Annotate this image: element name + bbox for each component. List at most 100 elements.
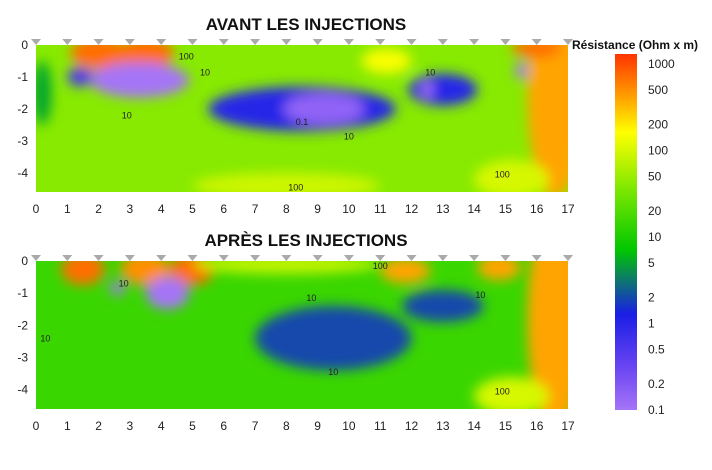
contour-label: 100 [288, 182, 303, 192]
x-tick-label: 9 [314, 202, 321, 216]
electrode-marker [343, 39, 354, 45]
anomaly-4 [109, 281, 126, 295]
electrode-marker [563, 39, 573, 45]
contour-label: 100 [495, 170, 510, 180]
electrode-marker [469, 255, 480, 261]
x-tick-label: 5 [189, 419, 196, 433]
heatmap-after [36, 261, 568, 409]
x-tick-label: 0 [33, 202, 40, 216]
colorbar-tick-label: 1000 [648, 57, 675, 71]
anomaly-10 [361, 48, 412, 74]
electrode-marker [375, 255, 386, 261]
y-axis-after: 0 -1 -2 -3 -4 [17, 254, 28, 397]
y-tick-label: -2 [17, 318, 28, 332]
anomaly-13 [192, 172, 381, 192]
panel-after-title: APRÈS LES INJECTIONS [204, 231, 407, 250]
y-tick-label: -3 [17, 134, 28, 148]
contour-label: 10 [475, 290, 485, 300]
y-tick-label: -3 [17, 351, 28, 365]
anomaly-8 [477, 261, 522, 281]
x-tick-label: 10 [342, 202, 356, 216]
electrode-marker [93, 255, 104, 261]
anomaly-3 [145, 277, 190, 310]
electrode-marker [406, 39, 417, 45]
electrode-marker [531, 255, 542, 261]
heatmap-before [36, 45, 568, 192]
electrode-marker [218, 255, 229, 261]
electrode-marker [437, 255, 448, 261]
electrode-marker [312, 255, 323, 261]
y-tick-label: 0 [21, 254, 28, 268]
x-tick-label: 15 [499, 202, 513, 216]
colorbar-tick-label: 0.5 [648, 343, 665, 357]
x-tick-label: 0 [33, 419, 40, 433]
anomaly-0 [70, 45, 127, 69]
x-tick-label: 16 [530, 419, 544, 433]
electrode-marker [531, 39, 542, 45]
anomaly-11 [527, 45, 568, 192]
contour-label: 10 [344, 131, 354, 141]
anomaly-2 [89, 62, 190, 98]
x-tick-label: 11 [374, 202, 387, 216]
x-tick-label: 14 [467, 419, 481, 433]
colorbar-tick-label: 500 [648, 83, 668, 97]
x-tick-label: 6 [220, 419, 227, 433]
x-tick-label: 17 [561, 419, 575, 433]
x-tick-label: 8 [283, 202, 290, 216]
contour-label: 10 [425, 67, 435, 77]
electrode-marker [343, 255, 354, 261]
contour-label: 100 [179, 51, 194, 61]
x-tick-label: 4 [158, 419, 165, 433]
x-tick-label: 14 [467, 202, 481, 216]
anomaly-7 [408, 73, 478, 106]
electrode-marker [124, 39, 135, 45]
anomaly-4 [36, 60, 52, 125]
electrode-marker [563, 255, 573, 261]
colorbar-tick-label: 5 [648, 256, 655, 270]
x-tick-label: 13 [436, 419, 450, 433]
electrode-marker [281, 39, 292, 45]
electrode-marker [500, 39, 511, 45]
colorbar-tick-label: 100 [648, 143, 668, 157]
x-tick-label: 13 [436, 202, 450, 216]
colorbar-tick-label: 50 [648, 169, 662, 183]
colorbar-tick-label: 10 [648, 230, 662, 244]
anomaly-layer [61, 261, 568, 409]
electrode-marker [250, 39, 261, 45]
contour-label: 10 [122, 111, 132, 121]
electrode-marker [124, 255, 135, 261]
y-tick-label: -2 [17, 102, 28, 116]
contour-label: 10 [328, 367, 338, 377]
contour-label: 100 [495, 387, 510, 397]
y-axis-before: 0 -1 -2 -3 -4 [17, 38, 28, 180]
anomaly-10 [192, 261, 381, 274]
x-tick-label: 2 [95, 419, 102, 433]
electrode-marker [62, 255, 73, 261]
x-tick-label: 2 [95, 202, 102, 216]
colorbar-tick-label: 200 [648, 117, 668, 131]
contour-label: 0.1 [296, 117, 309, 127]
y-tick-label: -1 [17, 70, 28, 84]
colorbar-title: Résistance (Ohm x m) [572, 38, 698, 52]
colorbar-ticks: 1000 500 200 100 50 20 10 5 2 1 0.5 0.2 0.1 [648, 57, 675, 417]
x-tick-label: 6 [220, 202, 227, 216]
contour-label: 10 [119, 279, 129, 289]
x-tick-label: 3 [127, 202, 134, 216]
colorbar-tick-label: 20 [648, 204, 662, 218]
x-tick-label: 3 [127, 419, 134, 433]
x-tick-label: 15 [499, 419, 513, 433]
contour-labels-after: 10 100 10 10 10 10 100 [40, 261, 509, 396]
anomaly-11 [474, 376, 550, 409]
colorbar: Résistance (Ohm x m) 1000 500 200 100 50 20 10… [572, 38, 698, 417]
anomaly-5 [255, 306, 412, 371]
anomaly-layer [36, 45, 568, 192]
x-tick-label: 12 [405, 419, 419, 433]
electrode-marker [218, 39, 229, 45]
colorbar-tick-label: 0.1 [648, 403, 665, 417]
electrode-marker [156, 255, 167, 261]
x-axis-after: 0 1 2 3 4 5 6 7 8 9 10 11 12 13 14 15 16 17 [33, 419, 575, 433]
electrode-marker [281, 255, 292, 261]
anomaly-14 [474, 160, 550, 192]
electrode-marker [469, 39, 480, 45]
